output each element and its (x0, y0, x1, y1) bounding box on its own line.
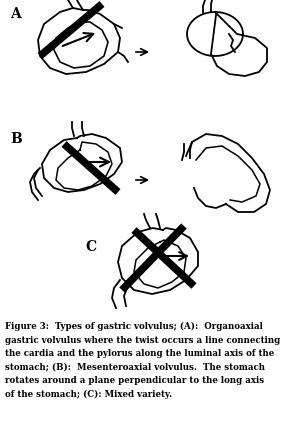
Text: of the stomach; (C): Mixed variety.: of the stomach; (C): Mixed variety. (5, 389, 172, 399)
Text: stomach; (B):  Mesenteroaxial volvulus.  The stomach: stomach; (B): Mesenteroaxial volvulus. T… (5, 363, 265, 371)
Text: Figure 3:  Types of gastric volvulus; (A):  Organoaxial: Figure 3: Types of gastric volvulus; (A)… (5, 322, 263, 331)
Text: gastric volvulus where the twist occurs a line connecting: gastric volvulus where the twist occurs … (5, 335, 280, 345)
Text: C: C (85, 240, 96, 254)
Text: rotates around a plane perpendicular to the long axis: rotates around a plane perpendicular to … (5, 376, 264, 385)
Text: the cardia and the pylorus along the luminal axis of the: the cardia and the pylorus along the lum… (5, 349, 274, 358)
Text: A: A (10, 7, 21, 21)
Text: B: B (10, 132, 22, 146)
